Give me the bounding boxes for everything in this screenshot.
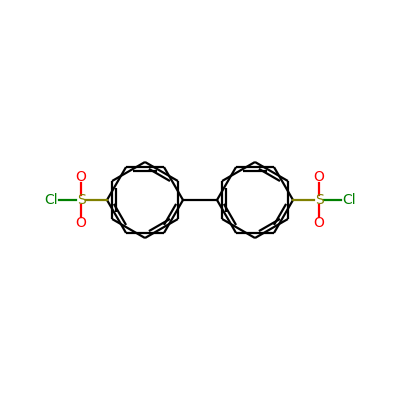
Text: O: O xyxy=(76,216,86,230)
Text: O: O xyxy=(76,170,86,184)
Text: O: O xyxy=(314,216,324,230)
Text: O: O xyxy=(314,170,324,184)
Text: Cl: Cl xyxy=(44,193,58,207)
Text: S: S xyxy=(77,193,85,207)
Text: Cl: Cl xyxy=(342,193,356,207)
Text: S: S xyxy=(315,193,323,207)
